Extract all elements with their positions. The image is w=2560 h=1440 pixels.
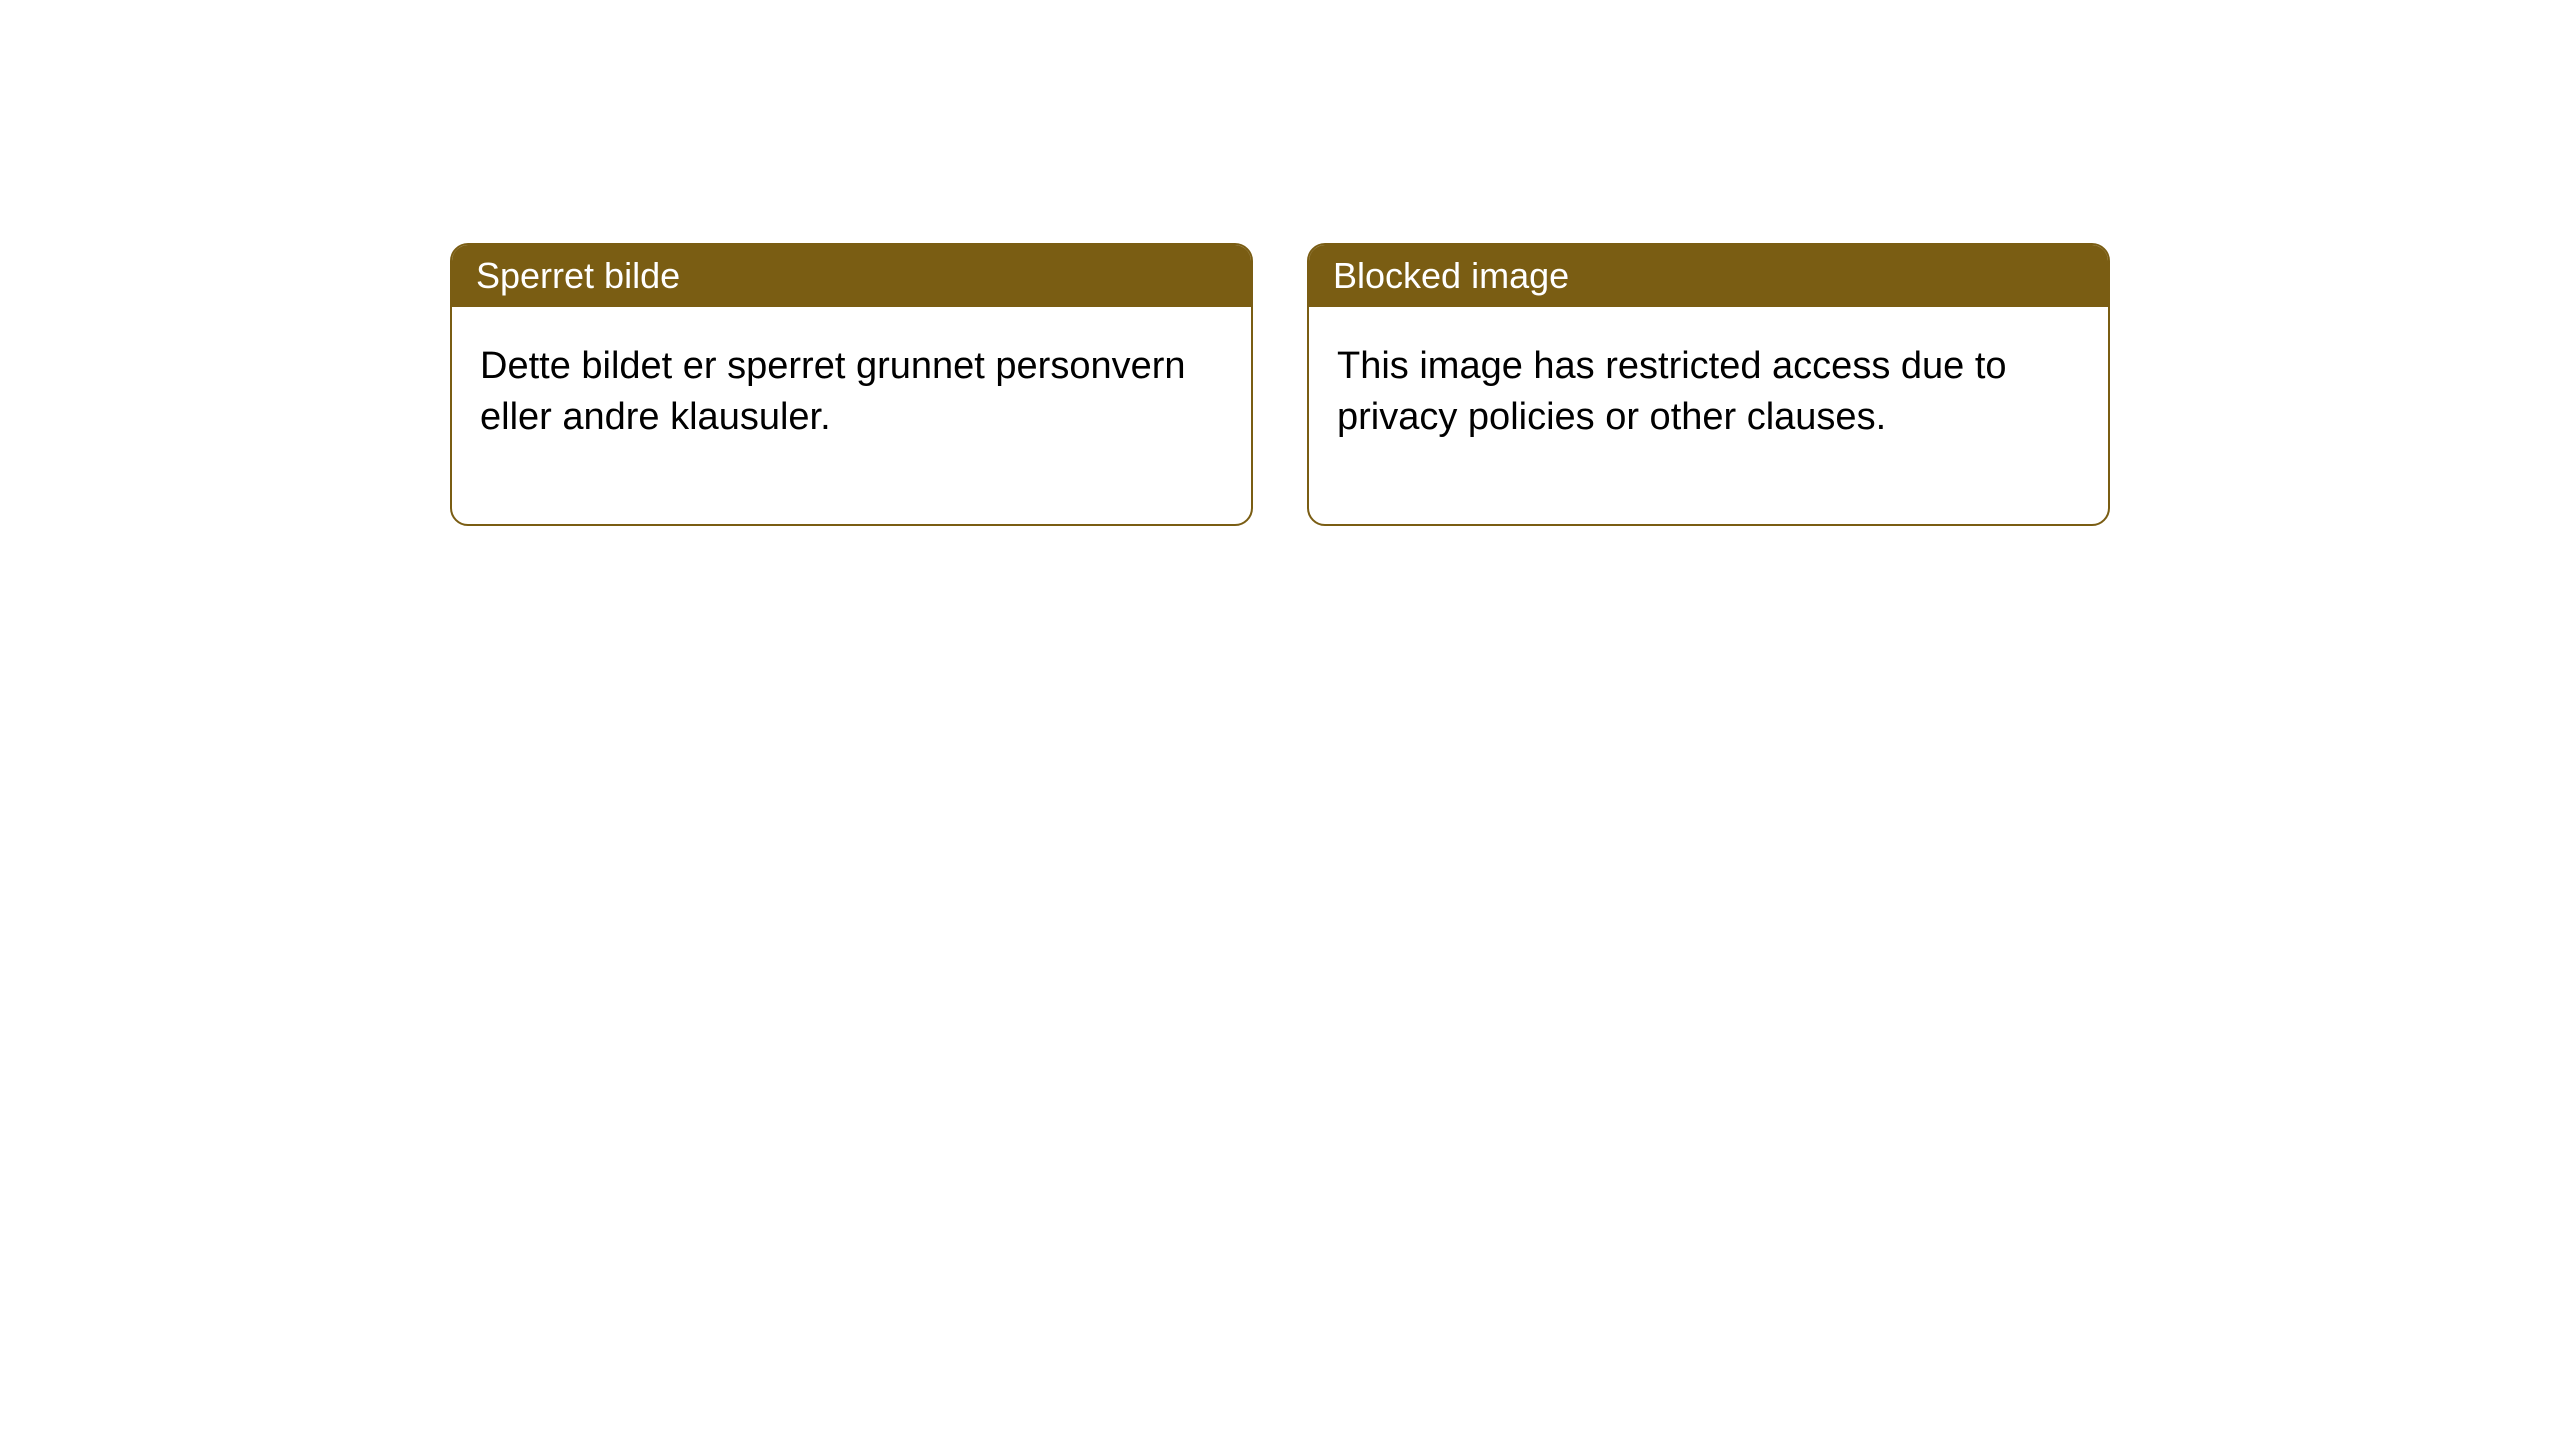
card-header-en: Blocked image <box>1309 245 2108 307</box>
card-message-en: This image has restricted access due to … <box>1337 345 2007 438</box>
blocked-image-card-no: Sperret bilde Dette bildet er sperret gr… <box>450 243 1253 526</box>
card-header-no: Sperret bilde <box>452 245 1251 307</box>
notice-container: Sperret bilde Dette bildet er sperret gr… <box>450 243 2110 526</box>
card-body-no: Dette bildet er sperret grunnet personve… <box>452 307 1251 524</box>
card-title-en: Blocked image <box>1333 255 1569 296</box>
card-body-en: This image has restricted access due to … <box>1309 307 2108 524</box>
card-title-no: Sperret bilde <box>476 255 680 296</box>
card-message-no: Dette bildet er sperret grunnet personve… <box>480 345 1186 438</box>
blocked-image-card-en: Blocked image This image has restricted … <box>1307 243 2110 526</box>
